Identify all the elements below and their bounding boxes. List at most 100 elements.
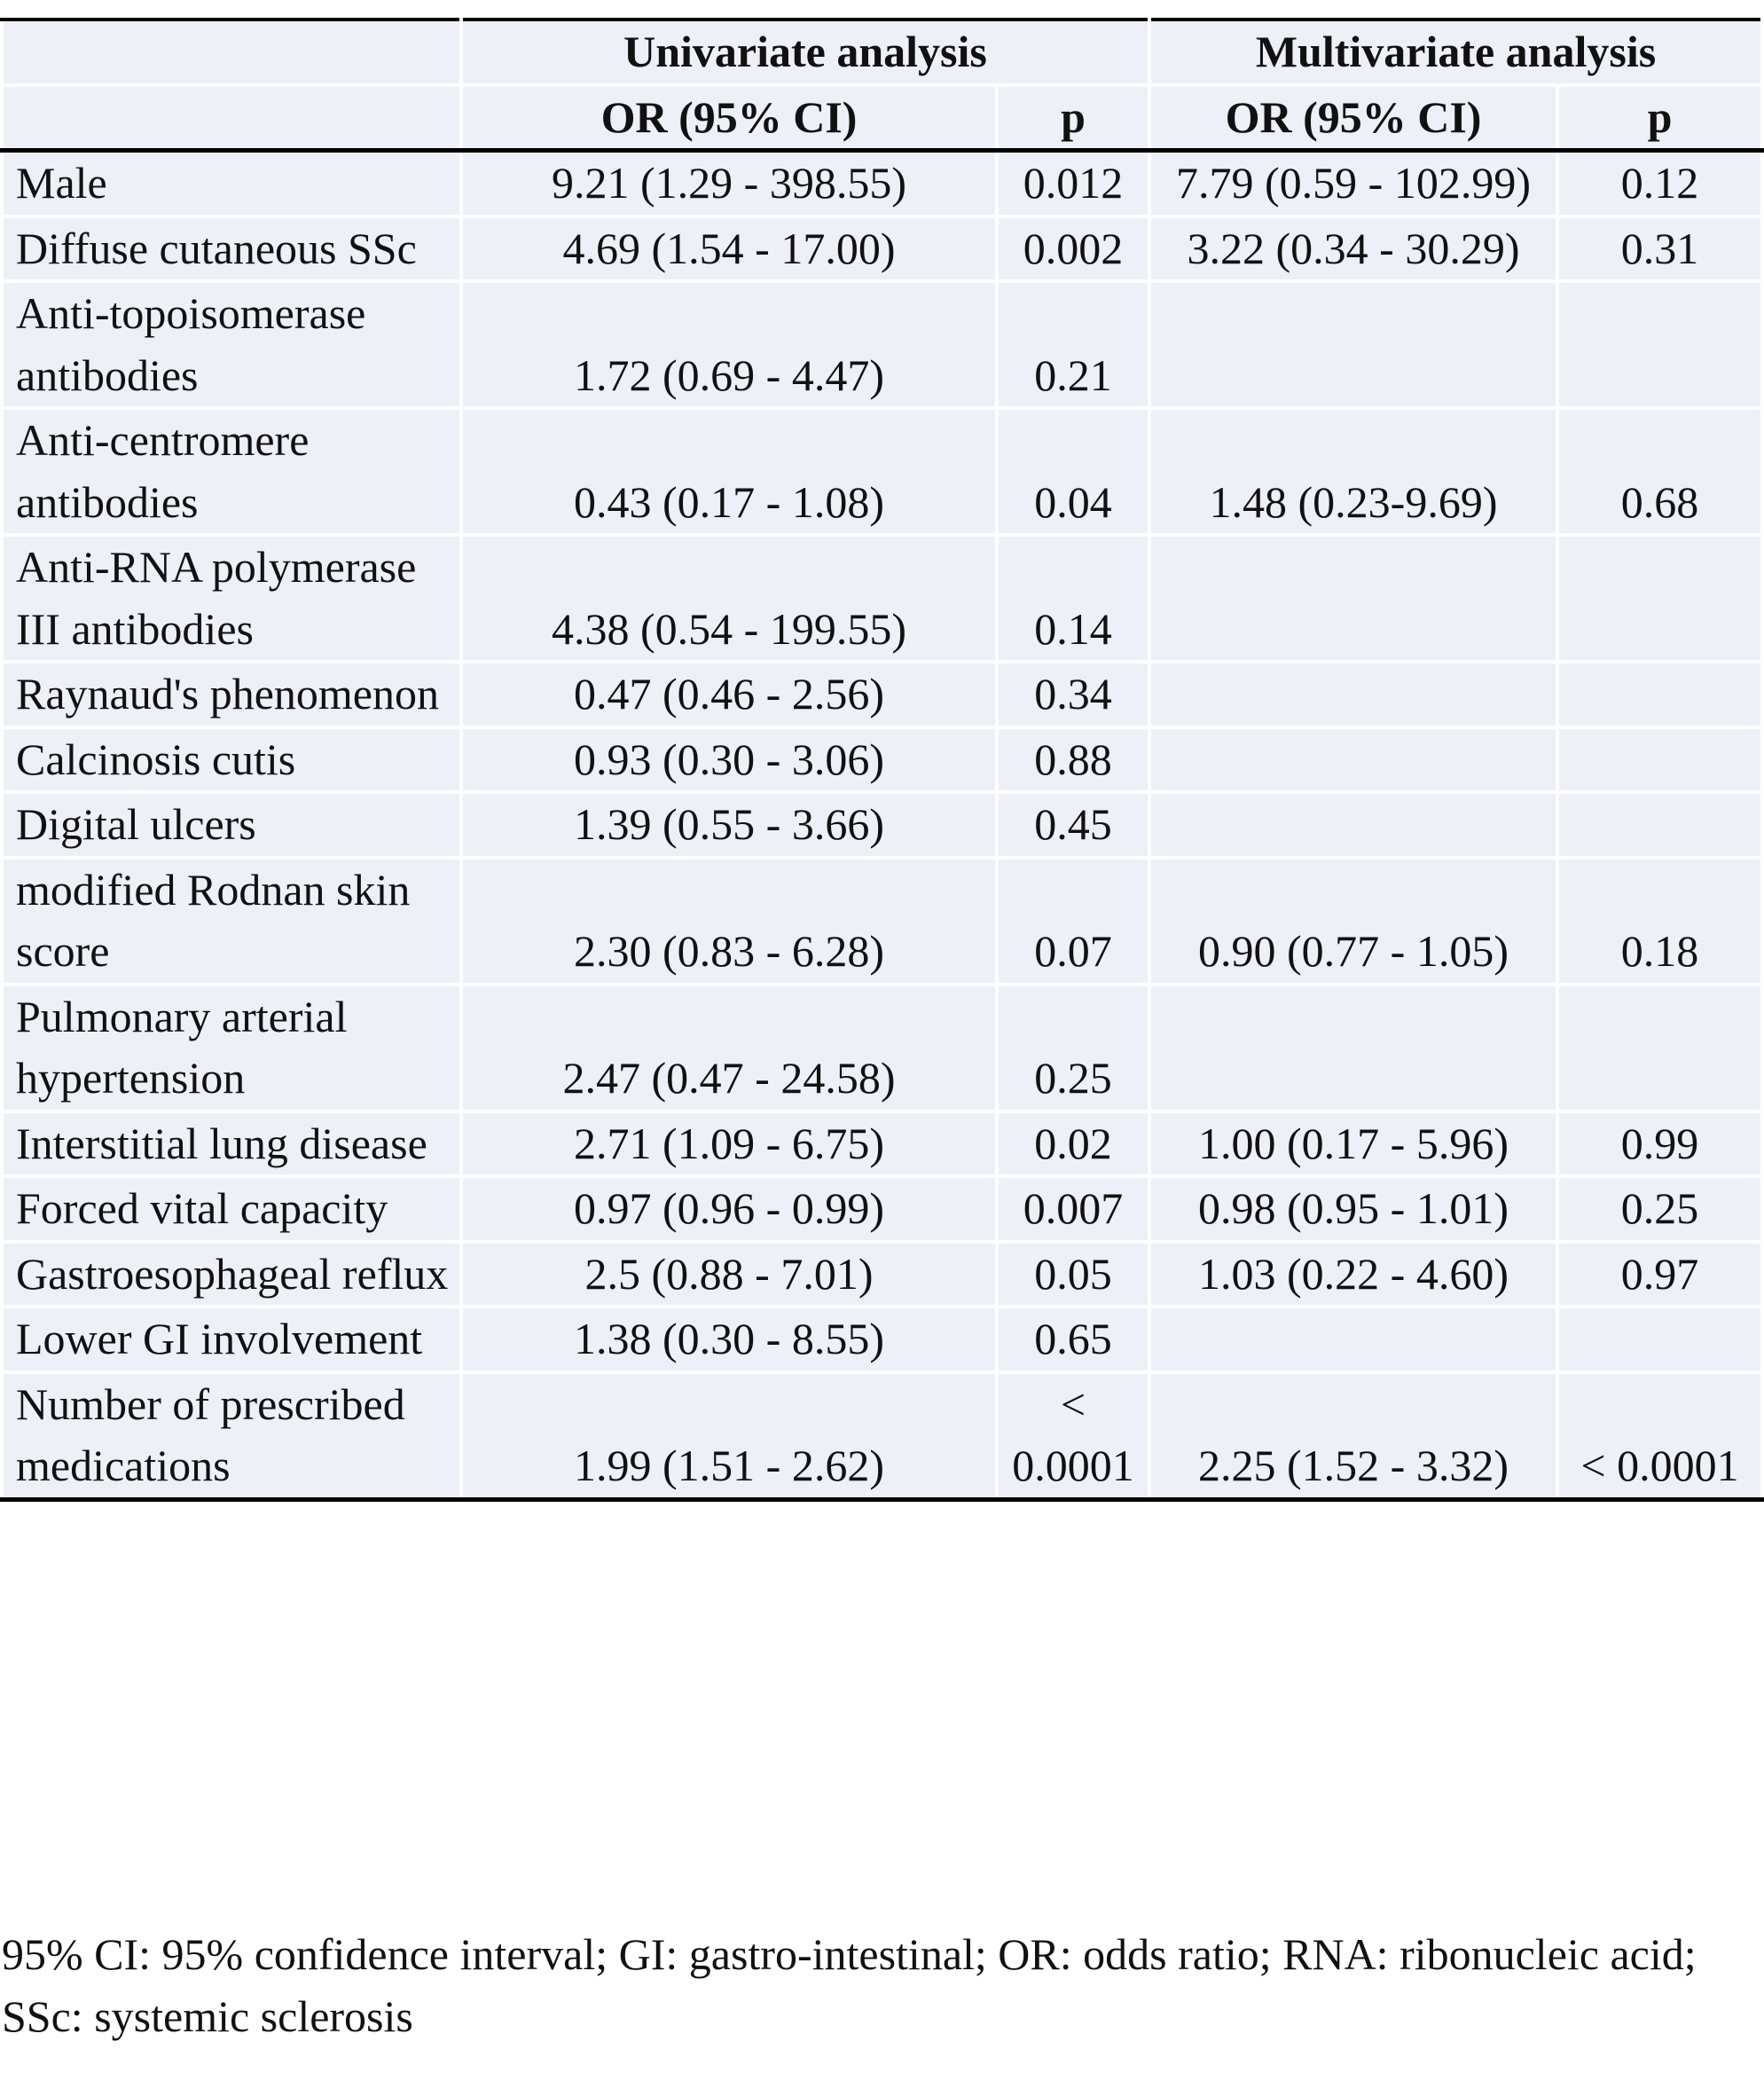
univariate-p-cell: 0.65 bbox=[995, 1305, 1151, 1374]
multivariate-or-cell bbox=[1148, 725, 1559, 794]
univariate-or-cell: 1.72 (0.69 - 4.47) bbox=[459, 279, 999, 410]
univariate-p-cell: 0.25 bbox=[995, 982, 1151, 1113]
multivariate-p-cell: 0.12 bbox=[1556, 148, 1764, 218]
results-table-container: Univariate analysis Multivariate analysi… bbox=[0, 18, 1764, 1502]
row-label-cell: Raynaud's phenomenon bbox=[0, 660, 463, 729]
univariate-or-cell: 9.21 (1.29 - 398.55) bbox=[459, 148, 999, 218]
row-label-cell: Lower GI involvement bbox=[0, 1305, 463, 1374]
odds-ratio-table: Univariate analysis Multivariate analysi… bbox=[0, 18, 1764, 1502]
multivariate-p-cell: 0.68 bbox=[1556, 406, 1764, 537]
multivariate-p-cell bbox=[1556, 533, 1764, 664]
table-row: Anti-RNA polymerase III antibodies 4.38 (… bbox=[0, 533, 1764, 664]
multivariate-or-cell: 1.48 (0.23-9.69) bbox=[1148, 406, 1559, 537]
univariate-p-cell: 0.07 bbox=[995, 855, 1151, 986]
header-multivariate-p: p bbox=[1556, 82, 1764, 153]
multivariate-p-cell bbox=[1556, 790, 1764, 860]
multivariate-p-cell: 0.18 bbox=[1556, 855, 1764, 986]
univariate-p-cell: 0.14 bbox=[995, 533, 1151, 664]
univariate-or-cell: 2.30 (0.83 - 6.28) bbox=[459, 855, 999, 986]
table-row: Interstitial lung disease 2.71 (1.09 - 6.… bbox=[0, 1109, 1764, 1178]
row-label-cell: Anti-centromere antibodies bbox=[0, 406, 463, 537]
univariate-p-cell: 0.05 bbox=[995, 1239, 1151, 1308]
multivariate-p-cell bbox=[1556, 279, 1764, 410]
row-label-cell: Male bbox=[0, 148, 463, 218]
row-label-cell: Forced vital capacity bbox=[0, 1174, 463, 1244]
table-row: Anti-topoisomerase antibodies 1.72 (0.69 … bbox=[0, 279, 1764, 410]
header-subcolumn-row: OR (95% CI) p OR (95% CI) p bbox=[0, 82, 1764, 153]
header-univariate-or: OR (95% CI) bbox=[459, 82, 999, 153]
header-multivariate-analysis: Multivariate analysis bbox=[1148, 18, 1764, 87]
univariate-or-cell: 2.5 (0.88 - 7.01) bbox=[459, 1239, 999, 1308]
header-multivariate-or: OR (95% CI) bbox=[1148, 82, 1559, 153]
univariate-p-cell: 0.34 bbox=[995, 660, 1151, 729]
multivariate-or-cell: 3.22 (0.34 - 30.29) bbox=[1148, 214, 1559, 283]
multivariate-or-cell: 7.79 (0.59 - 102.99) bbox=[1148, 148, 1559, 218]
multivariate-or-cell bbox=[1148, 660, 1559, 729]
univariate-p-cell: 0.45 bbox=[995, 790, 1151, 860]
table-row: Male 9.21 (1.29 - 398.55) 0.012 7.79 (0.59 … bbox=[0, 148, 1764, 218]
multivariate-p-cell bbox=[1556, 982, 1764, 1113]
multivariate-or-cell bbox=[1148, 790, 1559, 860]
univariate-p-cell: 0.21 bbox=[995, 279, 1151, 410]
multivariate-or-cell bbox=[1148, 982, 1559, 1113]
row-label-cell: Digital ulcers bbox=[0, 790, 463, 860]
univariate-p-cell: 0.02 bbox=[995, 1109, 1151, 1178]
multivariate-p-cell: 0.99 bbox=[1556, 1109, 1764, 1178]
univariate-p-cell: 0.012 bbox=[995, 148, 1151, 218]
row-label-cell: Anti-RNA polymerase III antibodies bbox=[0, 533, 463, 664]
multivariate-p-cell: 0.25 bbox=[1556, 1174, 1764, 1244]
univariate-or-cell: 4.69 (1.54 - 17.00) bbox=[459, 214, 999, 283]
table-row: Number of prescribed medications 1.99 (1.… bbox=[0, 1370, 1764, 1502]
multivariate-or-cell: 1.03 (0.22 - 4.60) bbox=[1148, 1239, 1559, 1308]
table-row: Digital ulcers 1.39 (0.55 - 3.66) 0.45 bbox=[0, 790, 1764, 860]
table-row: Pulmonary arterial hypertension 2.47 (0.4… bbox=[0, 982, 1764, 1113]
univariate-p-cell: 0.007 bbox=[995, 1174, 1151, 1244]
multivariate-p-cell: < 0.0001 bbox=[1556, 1370, 1764, 1502]
multivariate-or-cell bbox=[1148, 1305, 1559, 1374]
univariate-p-cell: 0.88 bbox=[995, 725, 1151, 794]
univariate-p-cell: 0.04 bbox=[995, 406, 1151, 537]
row-label-cell: Calcinosis cutis bbox=[0, 725, 463, 794]
table-row: modified Rodnan skin score 2.30 (0.83 - 6… bbox=[0, 855, 1764, 986]
multivariate-or-cell bbox=[1148, 279, 1559, 410]
header-empty-cell bbox=[0, 18, 463, 87]
row-label-cell: Gastroesophageal reflux bbox=[0, 1239, 463, 1308]
multivariate-p-cell: 0.31 bbox=[1556, 214, 1764, 283]
table-footnote: 95% CI: 95% confidence interval; GI: gas… bbox=[2, 1929, 1697, 2041]
univariate-or-cell: 2.71 (1.09 - 6.75) bbox=[459, 1109, 999, 1178]
table-row: Calcinosis cutis 0.93 (0.30 - 3.06) 0.88 bbox=[0, 725, 1764, 794]
multivariate-or-cell bbox=[1148, 533, 1559, 664]
univariate-or-cell: 1.39 (0.55 - 3.66) bbox=[459, 790, 999, 860]
header-empty-cell bbox=[0, 82, 463, 153]
multivariate-p-cell bbox=[1556, 1305, 1764, 1374]
table-row: Forced vital capacity 0.97 (0.96 - 0.99) 0… bbox=[0, 1174, 1764, 1244]
univariate-or-cell: 1.99 (1.51 - 2.62) bbox=[459, 1370, 999, 1502]
univariate-or-cell: 0.47 (0.46 - 2.56) bbox=[459, 660, 999, 729]
univariate-p-cell: < 0.0001 bbox=[995, 1370, 1151, 1502]
table-row: Lower GI involvement 1.38 (0.30 - 8.55) 0.… bbox=[0, 1305, 1764, 1374]
univariate-or-cell: 2.47 (0.47 - 24.58) bbox=[459, 982, 999, 1113]
row-label-cell: modified Rodnan skin score bbox=[0, 855, 463, 986]
table-row: Diffuse cutaneous SSc 4.69 (1.54 - 17.00)… bbox=[0, 214, 1764, 283]
row-label-cell: Anti-topoisomerase antibodies bbox=[0, 279, 463, 410]
table-body: Male 9.21 (1.29 - 398.55) 0.012 7.79 (0.59 … bbox=[0, 148, 1764, 1502]
row-label-cell: Number of prescribed medications bbox=[0, 1370, 463, 1502]
univariate-or-cell: 0.97 (0.96 - 0.99) bbox=[459, 1174, 999, 1244]
header-univariate-analysis: Univariate analysis bbox=[459, 18, 1151, 87]
table-row: Anti-centromere antibodies 0.43 (0.17 - 1… bbox=[0, 406, 1764, 537]
multivariate-or-cell: 0.90 (0.77 - 1.05) bbox=[1148, 855, 1559, 986]
table-header: Univariate analysis Multivariate analysi… bbox=[0, 18, 1764, 153]
multivariate-p-cell bbox=[1556, 725, 1764, 794]
multivariate-or-cell: 1.00 (0.17 - 5.96) bbox=[1148, 1109, 1559, 1178]
table-row: Raynaud's phenomenon 0.47 (0.46 - 2.56) 0.… bbox=[0, 660, 1764, 729]
multivariate-p-cell: 0.97 bbox=[1556, 1239, 1764, 1308]
table-row: Gastroesophageal reflux 2.5 (0.88 - 7.01)… bbox=[0, 1239, 1764, 1308]
multivariate-or-cell: 0.98 (0.95 - 1.01) bbox=[1148, 1174, 1559, 1244]
univariate-or-cell: 0.43 (0.17 - 1.08) bbox=[459, 406, 999, 537]
multivariate-or-cell: 2.25 (1.52 - 3.32) bbox=[1148, 1370, 1559, 1502]
univariate-or-cell: 1.38 (0.30 - 8.55) bbox=[459, 1305, 999, 1374]
multivariate-p-cell bbox=[1556, 660, 1764, 729]
univariate-p-cell: 0.002 bbox=[995, 214, 1151, 283]
row-label-cell: Interstitial lung disease bbox=[0, 1109, 463, 1178]
univariate-or-cell: 4.38 (0.54 - 199.55) bbox=[459, 533, 999, 664]
